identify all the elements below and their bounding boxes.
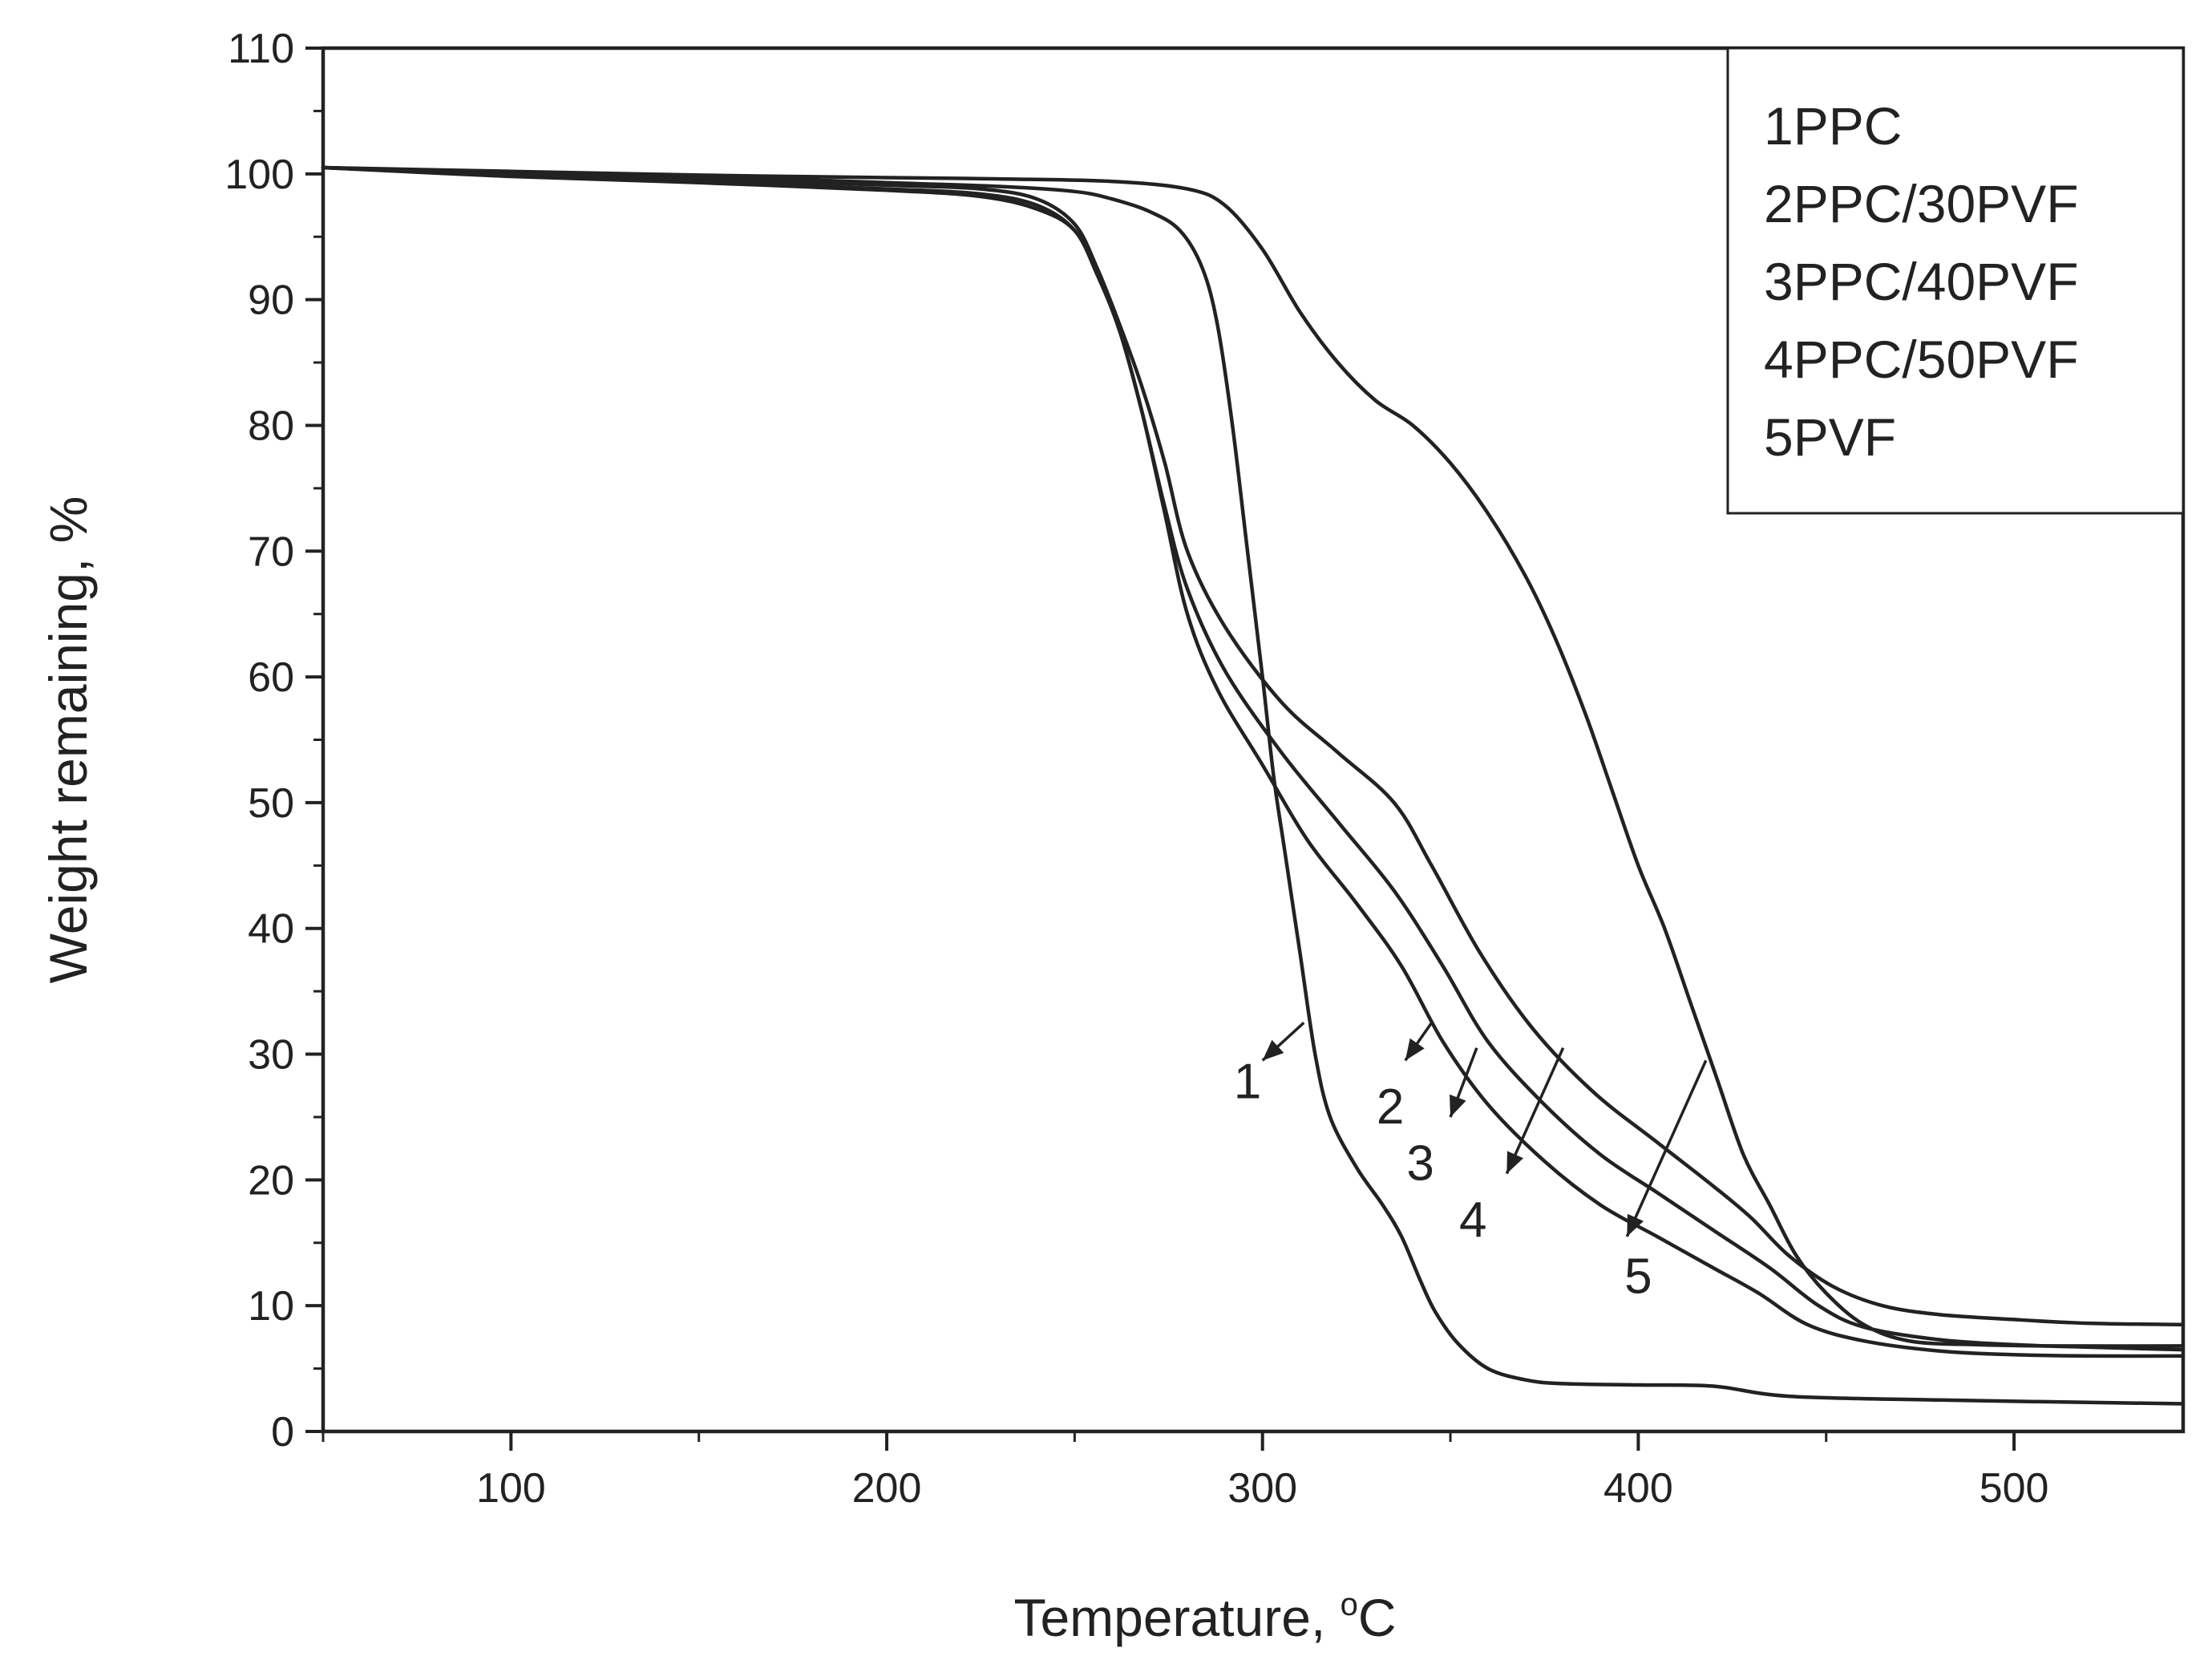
annotation-layer: 1 234 5 xyxy=(1234,1022,1708,1305)
annotation-label-5: 5 xyxy=(1624,1249,1652,1305)
x-tick-label: 500 xyxy=(1979,1465,2049,1512)
y-tick-label: 0 xyxy=(271,1409,294,1456)
annotation-arrowhead-3 xyxy=(1450,1094,1466,1117)
plot-frame xyxy=(321,46,2186,1434)
y-tick-label: 10 xyxy=(248,1283,294,1330)
x-tick-label: 400 xyxy=(1603,1465,1673,1512)
annotation-label-3: 3 xyxy=(1406,1136,1434,1191)
axis-ticks: 0 10 20 30 40 50 60 70 80 90 100 110 100 200 300 400 500 xyxy=(224,26,2048,1512)
y-tick-label: 80 xyxy=(248,403,294,449)
y-tick-label: 60 xyxy=(248,654,294,701)
y-tick-label: 90 xyxy=(248,277,294,324)
x-axis-title: Temperature, oC xyxy=(1013,1587,1396,1647)
y-tick-label: 30 xyxy=(248,1032,294,1079)
annotation-label-1: 1 xyxy=(1234,1054,1261,1109)
y-axis-title: Weight remaining, % xyxy=(38,496,98,984)
annotation-arrow-4 xyxy=(1505,1047,1565,1175)
y-tick-label: 50 xyxy=(248,780,294,827)
y-tick-label: 110 xyxy=(228,26,294,72)
annotation-arrowhead-5 xyxy=(1627,1213,1644,1237)
series-line-4 xyxy=(321,165,2186,1326)
annotation-arrowhead-2 xyxy=(1405,1038,1425,1061)
annotation-arrow-5 xyxy=(1625,1059,1708,1237)
series-line-3 xyxy=(321,165,2186,1352)
y-tick-label: 70 xyxy=(248,528,294,575)
legend-entry-5: 5PVF xyxy=(1764,407,1896,467)
x-axis-unit: C xyxy=(1358,1588,1397,1647)
series-line-1 xyxy=(321,165,2186,1406)
legend-entry-2: 2PPC/30PVF xyxy=(1764,174,2079,233)
legend-entry-3: 3PPC/40PVF xyxy=(1764,252,2079,311)
x-tick-label: 100 xyxy=(476,1465,546,1512)
series-layer xyxy=(321,165,2186,1406)
series-line-2 xyxy=(321,165,2186,1358)
y-tick-label: 100 xyxy=(224,152,294,198)
y-tick-label: 20 xyxy=(248,1157,294,1204)
legend-entry-1: 1PPC xyxy=(1764,96,1902,156)
annotation-label-4: 4 xyxy=(1459,1192,1486,1248)
legend-box xyxy=(1726,47,2185,515)
y-tick-label: 40 xyxy=(248,906,294,953)
legend: 1PPC 2PPC/30PVF 3PPC/40PVF 4PPC/50PVF 5PVF xyxy=(1726,47,2185,515)
legend-items: 1PPC 2PPC/30PVF 3PPC/40PVF 4PPC/50PVF 5PVF xyxy=(1764,96,2079,467)
series-line-5 xyxy=(321,165,2186,1348)
x-axis-title-text: Temperature, xyxy=(1013,1588,1340,1647)
x-tick-label: 300 xyxy=(1227,1465,1297,1512)
x-axis-degree-symbol: o xyxy=(1341,1587,1358,1622)
annotation-arrowhead-4 xyxy=(1506,1151,1524,1174)
annotation-label-2: 2 xyxy=(1377,1079,1404,1135)
legend-entry-4: 4PPC/50PVF xyxy=(1764,330,2079,389)
annotation-arrowhead-1 xyxy=(1262,1039,1284,1061)
x-tick-label: 200 xyxy=(852,1465,922,1512)
